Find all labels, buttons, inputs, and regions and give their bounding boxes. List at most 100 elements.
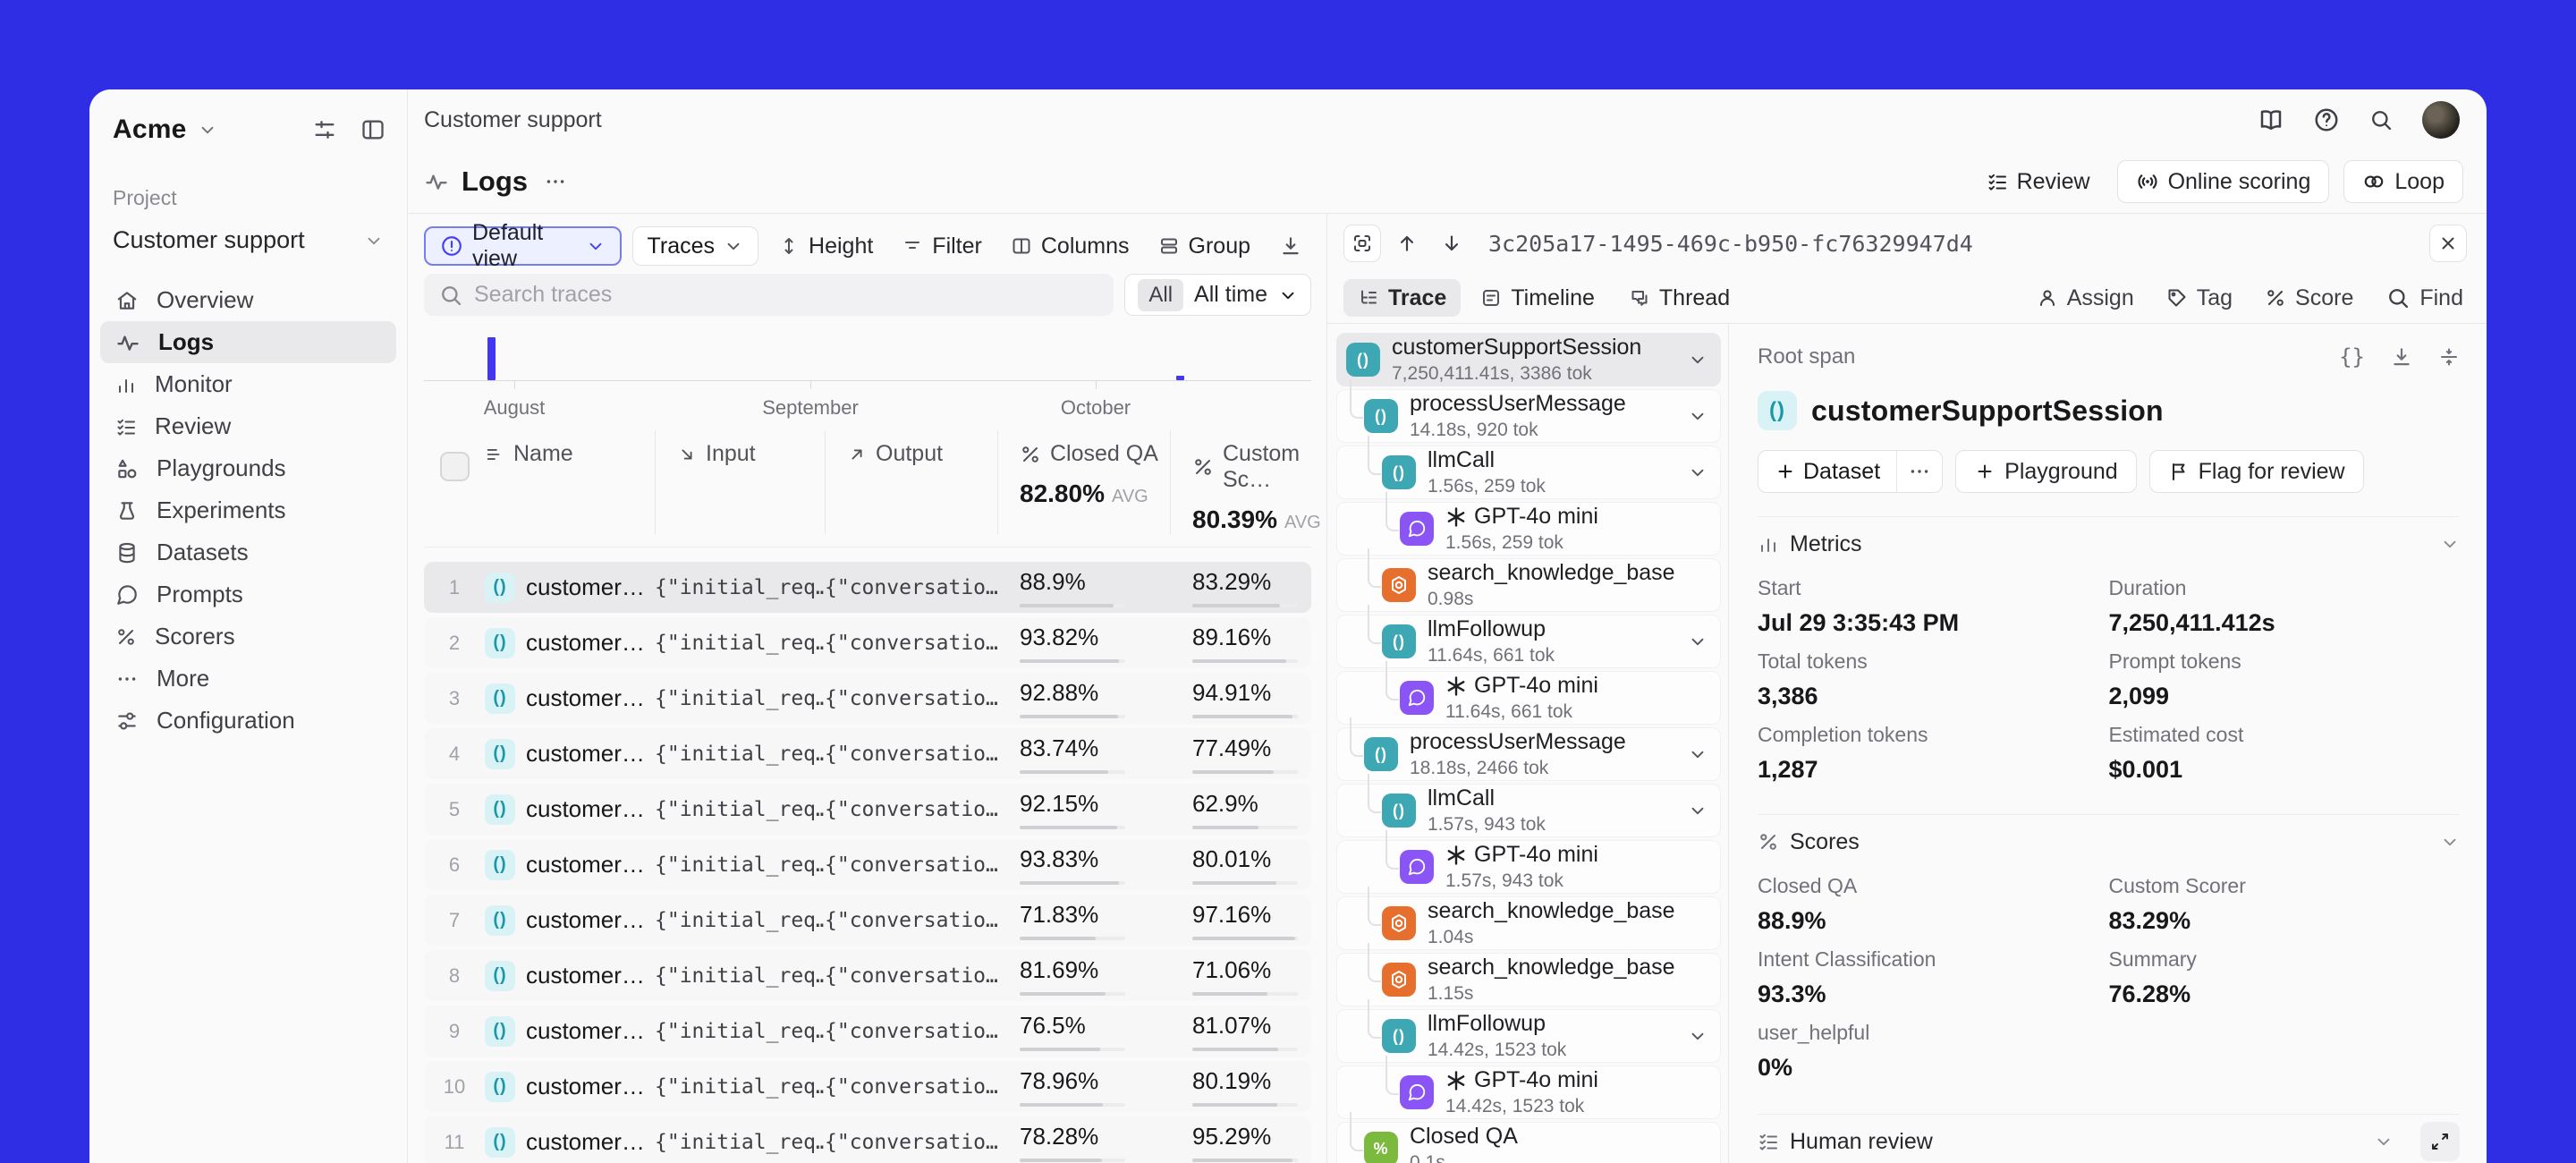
- table-row[interactable]: 4 () customer… {"initial_req… {"conversat…: [424, 728, 1311, 779]
- span-node-processusermessage[interactable]: () processUserMessage 18.18s, 2466 tok: [1336, 717, 1721, 781]
- chevron-down-icon[interactable]: [1688, 406, 1707, 426]
- human-review-section-header[interactable]: Human review: [1758, 1122, 2460, 1161]
- sidebar-item-more[interactable]: More: [100, 658, 396, 700]
- table-row[interactable]: 8 () customer… {"initial_req… {"conversat…: [424, 950, 1311, 1001]
- assign-action[interactable]: Assign: [2037, 285, 2134, 311]
- sidebar-item-prompts[interactable]: Prompts: [100, 573, 396, 615]
- sidebar-item-datasets[interactable]: Datasets: [100, 531, 396, 573]
- collapse-sections-icon[interactable]: [2438, 346, 2460, 368]
- table-row[interactable]: 3 () customer… {"initial_req… {"conversat…: [424, 673, 1311, 724]
- chevron-down-icon[interactable]: [1688, 1026, 1707, 1046]
- span-node-gpt-4o-mini[interactable]: GPT-4o mini 1.57s, 943 tok: [1336, 830, 1721, 894]
- span-node-gpt-4o-mini[interactable]: GPT-4o mini 11.64s, 661 tok: [1336, 661, 1721, 725]
- time-range-selector[interactable]: All All time: [1124, 274, 1311, 316]
- table-row[interactable]: 2 () customer… {"initial_req… {"conversat…: [424, 617, 1311, 668]
- dataset-more-icon[interactable]: [1896, 451, 1942, 492]
- expand-trace-button[interactable]: [1343, 225, 1381, 262]
- table-row[interactable]: 5 () customer… {"initial_req… {"conversat…: [424, 784, 1311, 835]
- height-button[interactable]: Height: [769, 226, 882, 266]
- sidebar-item-logs[interactable]: Logs: [100, 321, 396, 363]
- search-input[interactable]: [474, 282, 1100, 308]
- tag-action[interactable]: Tag: [2166, 285, 2233, 311]
- preferences-icon[interactable]: [312, 117, 337, 142]
- chevron-down-icon[interactable]: [2440, 534, 2460, 554]
- span-node-customersupportsession[interactable]: () customerSupportSession 7,250,411.41s,…: [1336, 333, 1721, 386]
- sidebar-item-scorers[interactable]: Scorers: [100, 615, 396, 658]
- column-header-custom-scorer[interactable]: Custom Sc… 80.39% AVG: [1170, 430, 1321, 534]
- select-all-checkbox[interactable]: [439, 452, 470, 481]
- filter-button[interactable]: Filter: [893, 226, 991, 266]
- docs-icon[interactable]: [2258, 106, 2284, 133]
- sidebar-item-playgrounds[interactable]: Playgrounds: [100, 447, 396, 489]
- global-search-icon[interactable]: [2368, 107, 2394, 132]
- page-menu-icon[interactable]: [544, 170, 567, 193]
- table-row[interactable]: 10 () customer… {"initial_req… {"conversa…: [424, 1061, 1311, 1112]
- span-node-gpt-4o-mini[interactable]: GPT-4o mini 14.42s, 1523 tok: [1336, 1056, 1721, 1119]
- sidebar-item-experiments[interactable]: Experiments: [100, 489, 396, 531]
- traces-dropdown[interactable]: Traces: [631, 226, 759, 266]
- span-node-llmfollowup[interactable]: () llmFollowup 14.42s, 1523 tok: [1336, 999, 1721, 1063]
- sidebar-item-configuration[interactable]: Configuration: [100, 700, 396, 742]
- search-traces-box[interactable]: [424, 274, 1114, 316]
- chevron-down-icon[interactable]: [1688, 463, 1707, 482]
- span-node-gpt-4o-mini[interactable]: GPT-4o mini 1.56s, 259 tok: [1336, 492, 1721, 556]
- review-button[interactable]: Review: [1974, 160, 2103, 203]
- metrics-section-header[interactable]: Metrics: [1758, 524, 2460, 564]
- avatar[interactable]: [2422, 101, 2460, 139]
- table-row[interactable]: 9 () customer… {"initial_req… {"conversat…: [424, 1006, 1311, 1057]
- table-row[interactable]: 1 () customer… {"initial_req… {"conversat…: [424, 562, 1311, 613]
- table-row[interactable]: 11 () customer… {"initial_req… {"conversa…: [424, 1116, 1311, 1163]
- column-header-input[interactable]: Input: [655, 430, 825, 534]
- chevron-down-icon[interactable]: [1688, 801, 1707, 820]
- column-header-name[interactable]: Name: [485, 430, 655, 534]
- columns-button[interactable]: Columns: [1002, 226, 1139, 266]
- span-node-search-knowledge-base[interactable]: search_knowledge_base 1.15s: [1336, 943, 1721, 1006]
- span-node-llmcall[interactable]: () llmCall 1.57s, 943 tok: [1336, 774, 1721, 837]
- toggle-sidebar-icon[interactable]: [360, 117, 386, 142]
- expand-review-button[interactable]: [2420, 1122, 2460, 1161]
- project-selector[interactable]: Customer support: [113, 226, 384, 254]
- span-node-search-knowledge-base[interactable]: search_knowledge_base 1.04s: [1336, 887, 1721, 950]
- tab-timeline[interactable]: Timeline: [1466, 279, 1609, 317]
- chevron-down-icon[interactable]: [1688, 350, 1707, 369]
- table-row[interactable]: 7 () customer… {"initial_req… {"conversat…: [424, 895, 1311, 946]
- org-switcher[interactable]: Acme: [113, 115, 187, 144]
- chevron-down-icon[interactable]: [2440, 832, 2460, 852]
- span-node-processusermessage[interactable]: () processUserMessage 14.18s, 920 tok: [1336, 379, 1721, 443]
- group-button[interactable]: Group: [1149, 226, 1259, 266]
- previous-trace-button[interactable]: [1388, 225, 1426, 262]
- chevron-down-icon[interactable]: [198, 120, 217, 140]
- span-node-closed-qa[interactable]: % Closed QA 0.1s: [1336, 1112, 1721, 1163]
- sidebar-item-monitor[interactable]: Monitor: [100, 363, 396, 405]
- chevron-down-icon[interactable]: [2374, 1132, 2394, 1151]
- help-icon[interactable]: [2313, 106, 2340, 133]
- table-row[interactable]: 6 () customer… {"initial_req… {"conversat…: [424, 839, 1311, 890]
- view-selector[interactable]: Default view: [424, 220, 622, 271]
- column-header-closed-qa[interactable]: Closed QA 82.80% AVG: [997, 430, 1170, 534]
- chevron-down-icon[interactable]: [1688, 632, 1707, 651]
- score-action[interactable]: Score: [2265, 285, 2353, 311]
- loop-button[interactable]: Loop: [2343, 160, 2463, 203]
- scores-section-header[interactable]: Scores: [1758, 822, 2460, 862]
- span-node-llmcall[interactable]: () llmCall 1.56s, 259 tok: [1336, 436, 1721, 499]
- trace-volume-chart[interactable]: August September October: [424, 325, 1311, 429]
- online-scoring-button[interactable]: Online scoring: [2116, 160, 2330, 203]
- flag-for-review-button[interactable]: Flag for review: [2148, 450, 2364, 493]
- download-span-icon[interactable]: [2390, 345, 2413, 369]
- span-node-llmfollowup[interactable]: () llmFollowup 11.64s, 661 tok: [1336, 605, 1721, 668]
- next-trace-button[interactable]: [1433, 225, 1470, 262]
- span-node-search-knowledge-base[interactable]: search_knowledge_base 0.98s: [1336, 548, 1721, 612]
- json-view-icon[interactable]: {}: [2339, 344, 2365, 369]
- fn-span-icon: (): [1382, 624, 1416, 658]
- sidebar-item-review[interactable]: Review: [100, 405, 396, 447]
- close-panel-button[interactable]: [2429, 225, 2467, 262]
- chevron-down-icon[interactable]: [1688, 744, 1707, 764]
- add-to-dataset-button[interactable]: Dataset: [1758, 450, 1944, 493]
- sidebar-item-overview[interactable]: Overview: [100, 279, 396, 321]
- open-playground-button[interactable]: Playground: [1955, 450, 2137, 493]
- export-button[interactable]: [1270, 226, 1311, 266]
- tab-thread[interactable]: Thread: [1614, 279, 1744, 317]
- find-action[interactable]: Find: [2385, 285, 2463, 311]
- column-header-output[interactable]: Output: [825, 430, 997, 534]
- tab-trace[interactable]: Trace: [1343, 279, 1462, 317]
